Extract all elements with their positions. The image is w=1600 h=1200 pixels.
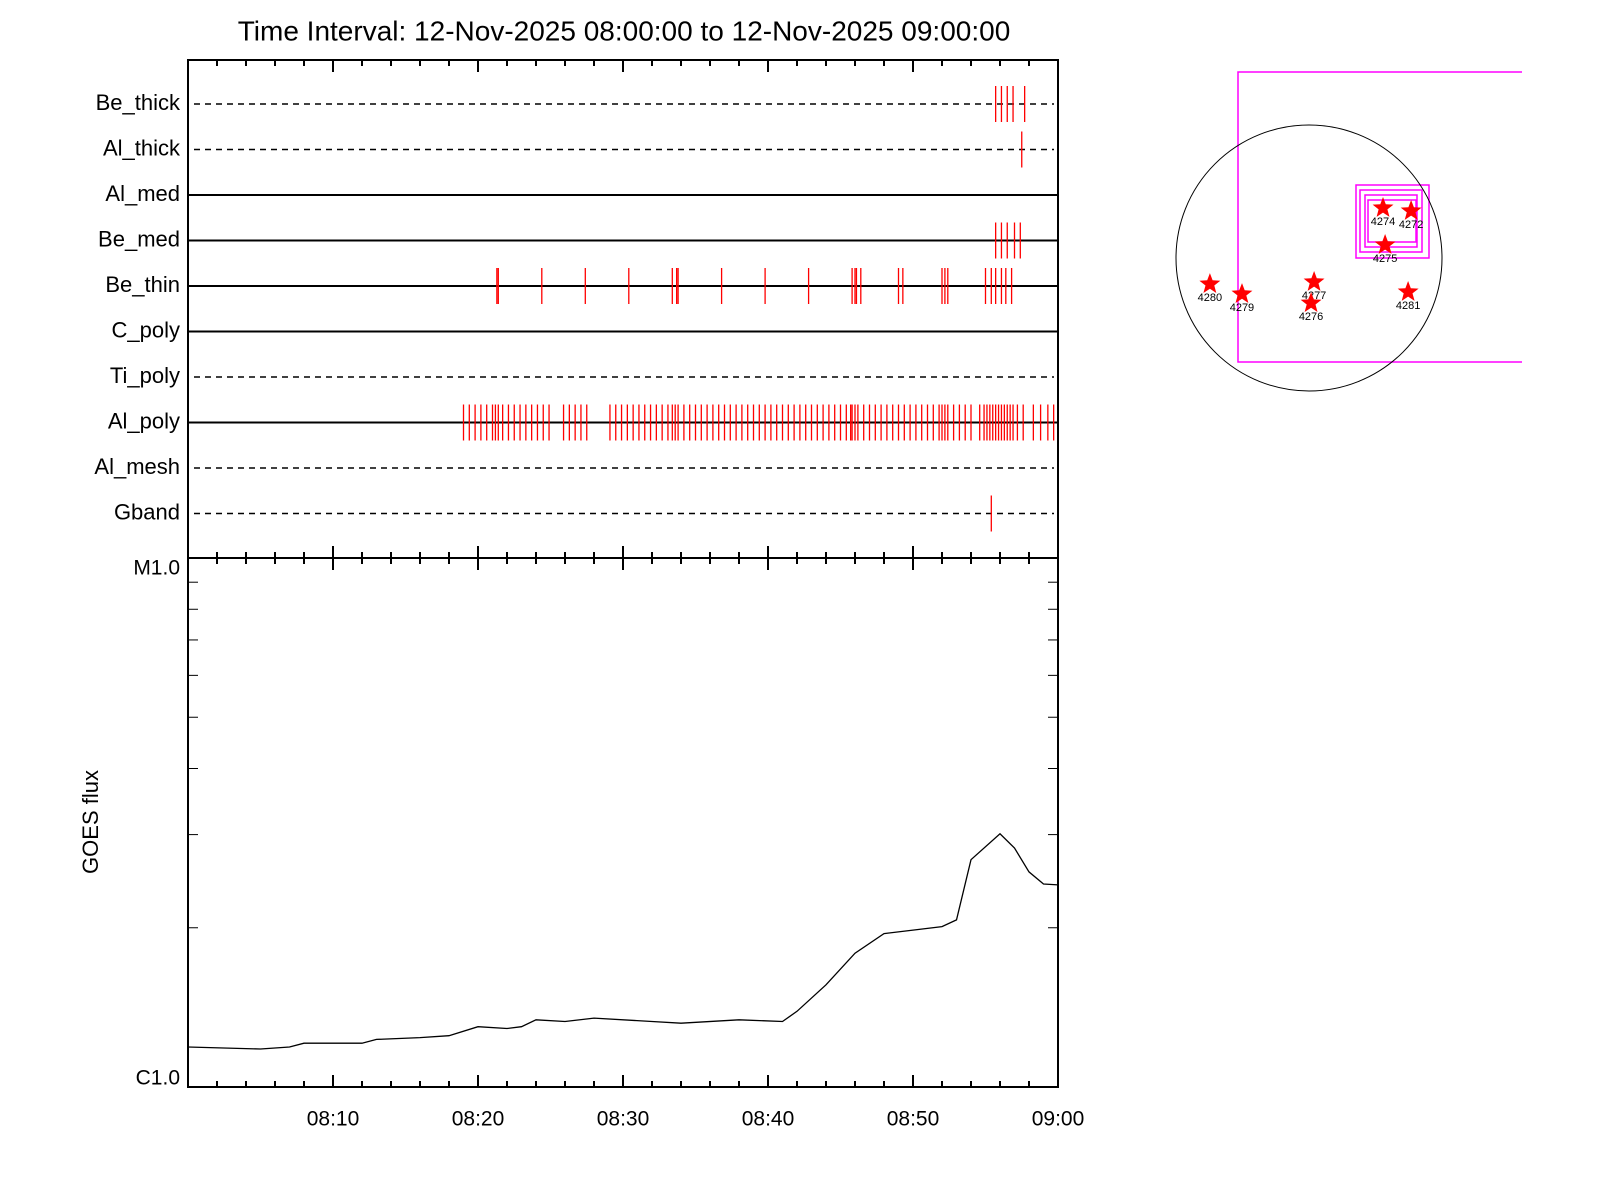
region-star	[1231, 283, 1253, 303]
region-star	[1374, 234, 1396, 254]
row-label: Al_med	[105, 181, 180, 206]
row-label: Ti_poly	[110, 363, 180, 388]
flux-frame	[187, 557, 1059, 1088]
solar-disk	[1175, 124, 1443, 392]
y-tick-label: C1.0	[136, 1067, 180, 1090]
row-label: C_poly	[112, 317, 180, 342]
region-star	[1199, 273, 1221, 293]
x-tick-label: 08:40	[742, 1108, 795, 1131]
region-box	[1364, 194, 1418, 248]
x-tick-label: 08:10	[307, 1108, 360, 1131]
x-tick-label: 09:00	[1032, 1108, 1085, 1131]
map-overlays	[1237, 71, 1522, 363]
region-star	[1372, 197, 1394, 217]
region-label: 4281	[1396, 300, 1420, 312]
y-axis-label: GOES flux	[78, 770, 103, 874]
event-frame	[187, 59, 1059, 559]
x-tick-label: 08:20	[452, 1108, 505, 1131]
x-tick-label: 08:50	[887, 1108, 940, 1131]
region-star	[1303, 271, 1325, 291]
fov-box	[1237, 71, 1522, 363]
region-label: 4280	[1198, 292, 1222, 304]
region-label: 4279	[1230, 302, 1254, 314]
chart-title: Time Interval: 12-Nov-2025 08:00:00 to 1…	[238, 15, 1011, 46]
region-star	[1400, 200, 1422, 220]
region-label: 4276	[1299, 311, 1323, 323]
region-label: 4277	[1302, 290, 1326, 302]
row-label: Al_mesh	[94, 454, 180, 479]
row-label: Be_thin	[105, 272, 180, 297]
region-box	[1355, 184, 1430, 259]
flux-line	[187, 832, 1059, 1050]
row-label: Be_thick	[96, 90, 181, 115]
y-tick-label: M1.0	[133, 557, 180, 580]
row-label: Gband	[114, 499, 180, 524]
region-label: 4272	[1399, 219, 1423, 231]
row-label: Be_med	[98, 226, 180, 251]
region-star	[1397, 281, 1419, 301]
region-star	[1300, 292, 1322, 312]
region-label: 4275	[1373, 253, 1397, 265]
region-label: 4274	[1371, 216, 1395, 228]
row-label: Al_poly	[108, 408, 180, 433]
row-label: Al_thick	[103, 135, 181, 160]
x-tick-label: 08:30	[597, 1108, 650, 1131]
